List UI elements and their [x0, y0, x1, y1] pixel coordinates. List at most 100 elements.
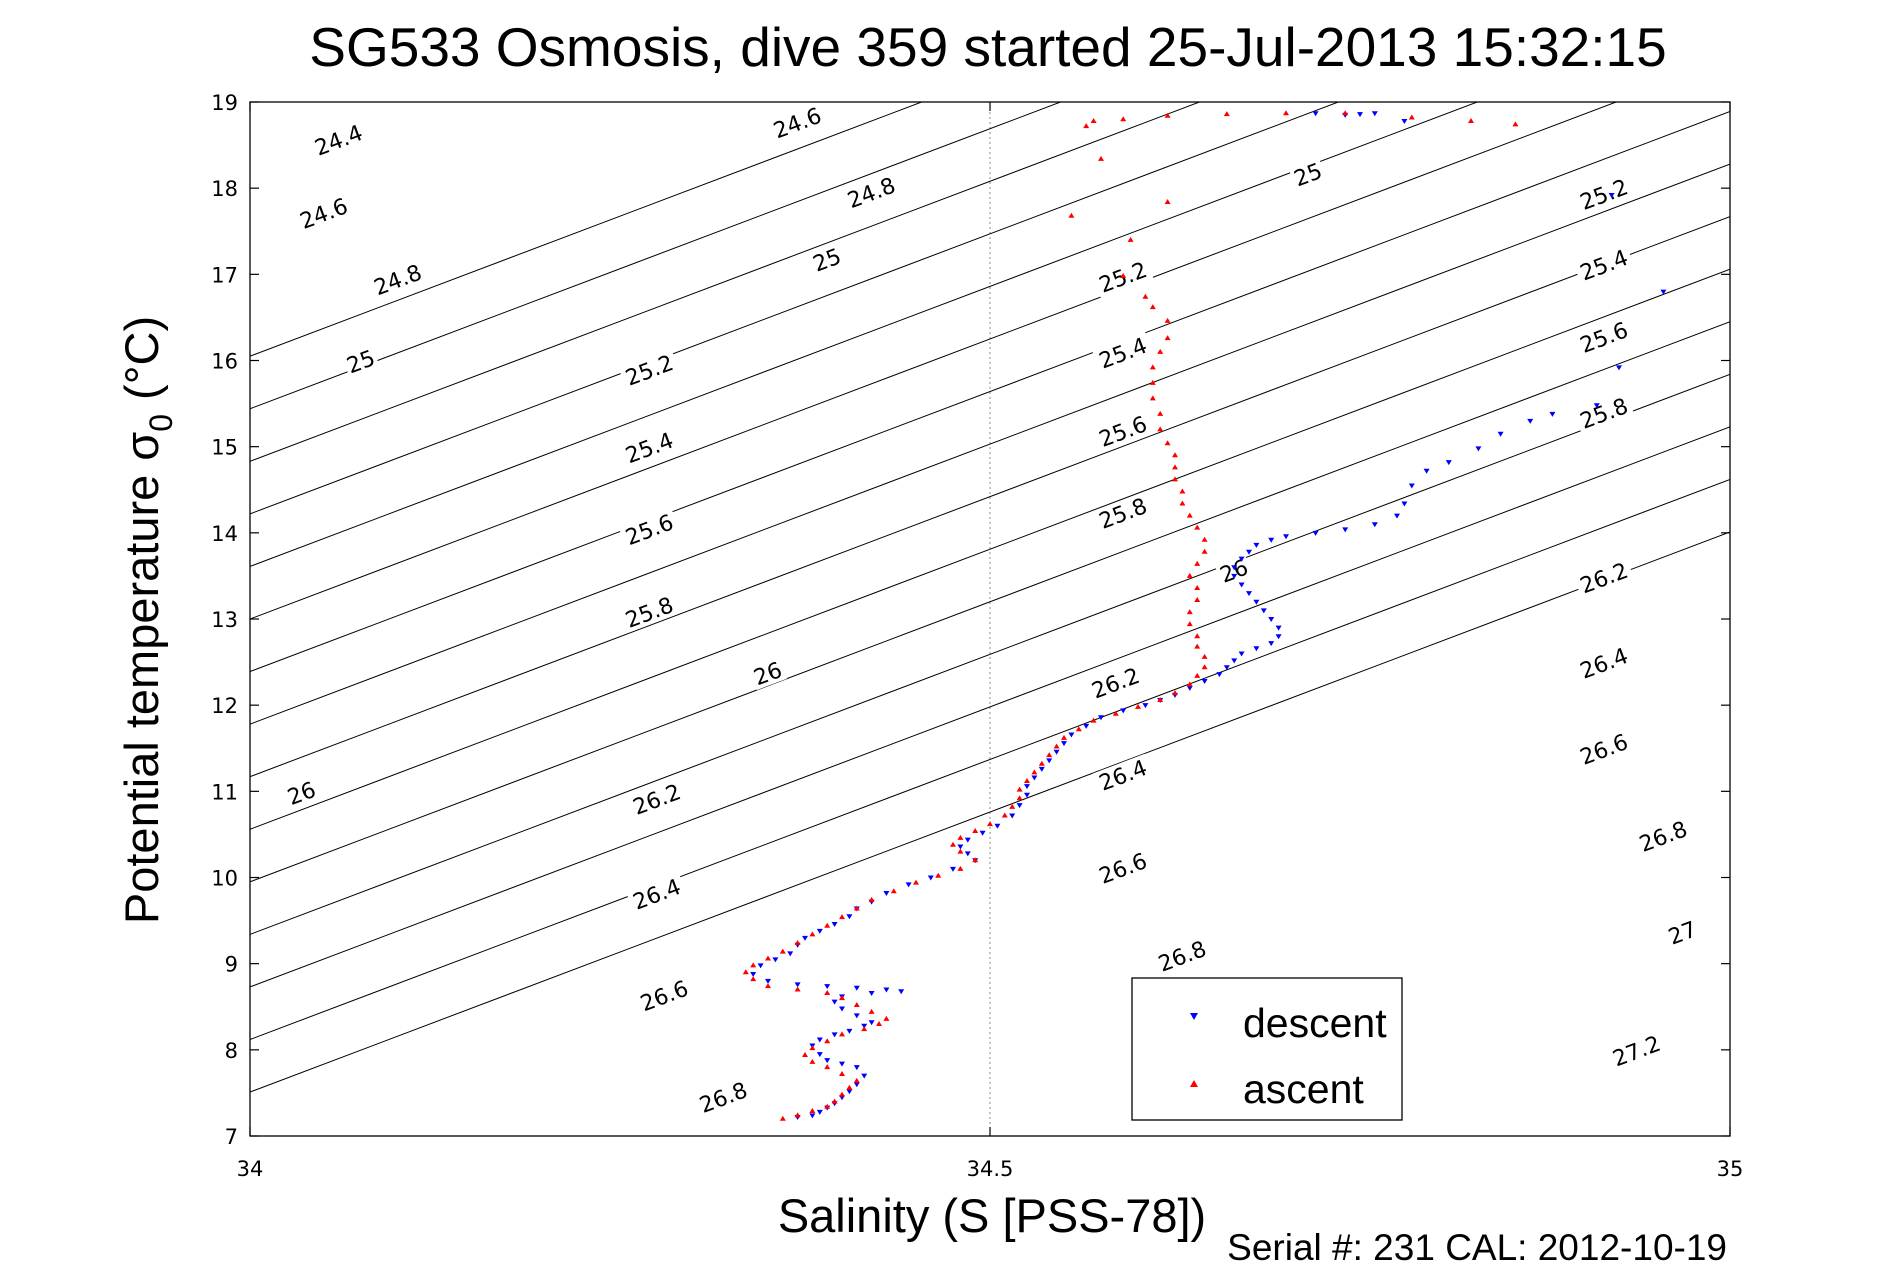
data-point-ascent	[1164, 198, 1171, 204]
data-point-ascent	[1164, 335, 1171, 341]
data-point-ascent	[1024, 777, 1030, 783]
data-point-descent	[905, 882, 912, 888]
data-point-descent	[1268, 617, 1275, 622]
legend-marker-descent	[1190, 1013, 1198, 1020]
data-point-descent	[1216, 672, 1223, 678]
serial-cal-footer: Serial #: 231 CAL: 2012-10-19	[1227, 1227, 1727, 1262]
data-point-descent	[816, 928, 823, 934]
contour-label-bg	[293, 191, 355, 235]
contour-label-bg	[1092, 331, 1154, 374]
data-point-ascent	[1112, 710, 1119, 716]
data-point-ascent	[1194, 633, 1201, 639]
data-point-descent	[883, 891, 890, 897]
data-point-ascent	[1283, 110, 1289, 116]
data-point-descent	[1238, 651, 1245, 657]
data-point-ascent	[1179, 488, 1186, 494]
data-point-ascent	[742, 969, 749, 975]
contour-label-bg	[1573, 243, 1635, 286]
data-point-descent	[816, 1052, 823, 1058]
contour-label-bg	[1092, 491, 1154, 535]
data-point-ascent	[950, 841, 956, 847]
data-point-descent	[868, 990, 875, 996]
data-point-ascent	[1186, 621, 1193, 627]
data-point-ascent	[957, 865, 964, 871]
contour-label-bg	[807, 242, 847, 277]
data-point-ascent	[824, 922, 831, 928]
data-point-descent	[1031, 775, 1038, 781]
data-point-descent	[1423, 468, 1430, 474]
data-point-descent	[1009, 813, 1016, 819]
data-point-ascent	[1157, 696, 1164, 702]
data-point-descent	[1253, 542, 1260, 548]
contour-label-bg	[1092, 846, 1154, 890]
data-point-ascent	[972, 857, 979, 863]
data-point-descent	[868, 1020, 875, 1026]
x-axis-label: Salinity (S [PSS-78])	[778, 1189, 1206, 1242]
data-point-descent	[853, 985, 860, 991]
data-point-descent	[757, 963, 764, 969]
data-point-ascent	[824, 989, 831, 995]
data-point-descent	[816, 1109, 823, 1115]
data-point-ascent	[972, 827, 979, 833]
data-point-descent	[831, 922, 838, 928]
data-point-ascent	[1186, 681, 1193, 687]
data-point-descent	[1253, 599, 1260, 605]
data-point-ascent	[1001, 812, 1008, 818]
data-point-ascent	[1172, 690, 1178, 696]
contour-label-bg	[692, 1076, 754, 1119]
data-point-ascent	[957, 848, 964, 854]
data-point-ascent	[779, 1115, 786, 1121]
data-point-ascent	[1172, 476, 1178, 482]
data-point-descent	[950, 866, 956, 872]
data-point-ascent	[1016, 786, 1023, 792]
legend-label-descent: descent	[1243, 1000, 1387, 1046]
data-point-ascent	[1186, 609, 1193, 615]
data-point-ascent	[809, 1045, 816, 1051]
data-point-descent	[1253, 646, 1260, 652]
data-point-descent	[831, 1032, 838, 1038]
data-point-ascent	[1090, 117, 1097, 123]
data-point-ascent	[1083, 123, 1090, 129]
data-point-ascent	[750, 962, 757, 968]
data-point-ascent	[1053, 743, 1060, 749]
data-point-ascent	[765, 983, 771, 989]
data-point-ascent	[1038, 760, 1045, 766]
data-point-ascent	[1127, 236, 1134, 242]
data-point-descent	[883, 987, 890, 993]
contour-label-bg	[626, 872, 688, 915]
data-point-descent	[1120, 708, 1127, 714]
data-point-ascent	[1016, 795, 1023, 801]
density-contour	[250, 102, 924, 357]
y-tick-label: 17	[211, 263, 238, 287]
density-contour	[250, 478, 1730, 1040]
data-point-descent	[957, 844, 964, 850]
data-point-ascent	[1201, 664, 1208, 670]
data-point-ascent	[868, 896, 875, 902]
contour-label-bg	[1663, 915, 1702, 950]
data-point-descent	[1201, 679, 1208, 685]
data-point-ascent	[1068, 212, 1075, 218]
data-point-ascent	[1194, 597, 1201, 603]
data-series	[742, 110, 1667, 1121]
data-point-descent	[1231, 573, 1238, 579]
y-tick-label: 19	[211, 91, 238, 115]
data-point-descent	[853, 1013, 860, 1019]
x-tick-label: 34	[237, 1157, 264, 1181]
contour-label-bg	[367, 258, 429, 301]
chart-title: SG533 Osmosis, dive 359 started 25-Jul-2…	[309, 16, 1666, 78]
data-point-descent	[1616, 365, 1622, 371]
data-point-ascent	[1149, 304, 1156, 310]
data-point-ascent	[883, 1015, 890, 1021]
data-point-ascent	[824, 1103, 831, 1109]
data-point-descent	[839, 1061, 845, 1067]
density-contour	[250, 102, 1340, 515]
contour-label-bg	[282, 776, 321, 810]
data-point-descent	[853, 1082, 860, 1088]
data-point-ascent	[1120, 116, 1127, 122]
data-point-ascent	[1172, 452, 1178, 458]
contour-label-bg	[1632, 814, 1694, 858]
data-point-descent	[1401, 118, 1408, 124]
data-point-descent	[1046, 758, 1053, 764]
data-point-ascent	[1157, 410, 1164, 416]
data-point-ascent	[1135, 703, 1141, 709]
